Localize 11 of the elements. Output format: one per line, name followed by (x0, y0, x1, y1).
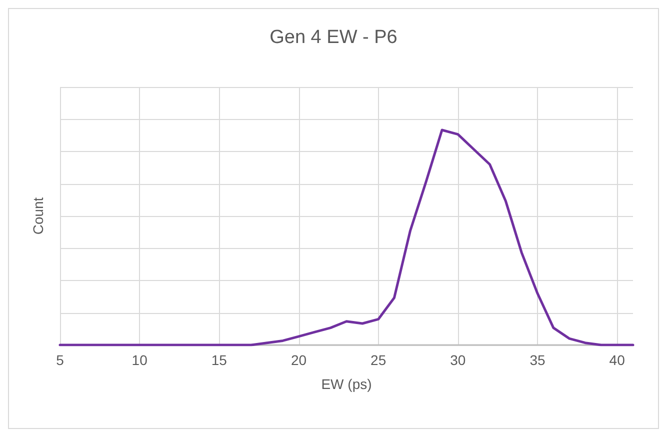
x-tick-label: 15 (211, 352, 228, 368)
y-axis-title: Count (30, 197, 46, 235)
x-tick-label: 5 (56, 352, 64, 368)
x-axis-title: EW (ps) (321, 376, 372, 392)
x-tick-label: 40 (609, 352, 626, 368)
x-tick-label: 20 (290, 352, 307, 368)
chart-title: Gen 4 EW - P6 (270, 27, 398, 48)
x-tick-label: 25 (370, 352, 386, 368)
x-tick-label: 10 (132, 352, 148, 368)
x-tick-label: 30 (450, 352, 466, 368)
x-tick-label: 35 (530, 352, 546, 368)
